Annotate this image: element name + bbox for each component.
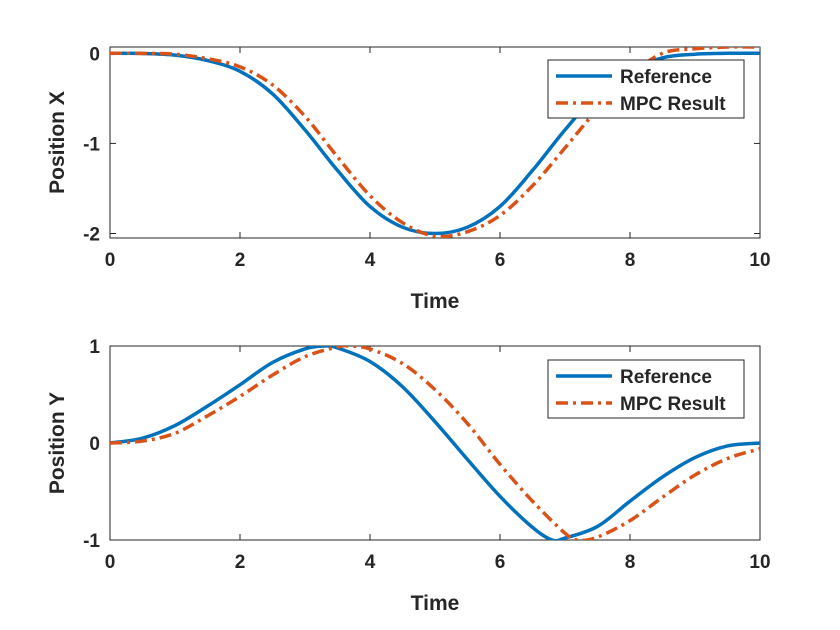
x-tick-label: 2: [235, 552, 246, 573]
legend-label: MPC Result: [620, 94, 726, 115]
legend: Reference MPC Result: [547, 59, 745, 119]
x-tick-label: 4: [365, 250, 376, 271]
legend: Reference MPC Result: [547, 359, 745, 419]
y-tick-label: -2: [83, 224, 100, 245]
x-tick-label: 8: [625, 250, 636, 271]
x-tick-label: 4: [365, 552, 376, 573]
y-axis-label: Position X: [46, 91, 69, 194]
y-tick-label: -1: [83, 134, 100, 155]
legend-label: Reference: [620, 67, 712, 88]
series-line-mpc-result: [110, 346, 760, 540]
y-tick-label: -1: [83, 531, 100, 552]
legend-box: [547, 59, 745, 119]
x-axis-label: Time: [411, 290, 460, 313]
x-tick-label: 2: [235, 250, 246, 271]
y-tick-label: 0: [89, 44, 100, 65]
x-tick-label: 10: [749, 250, 770, 271]
x-tick-label: 8: [625, 552, 636, 573]
legend-label: MPC Result: [620, 394, 726, 415]
x-tick-label: 10: [749, 552, 770, 573]
x-tick-label: 0: [105, 552, 116, 573]
y-tick-label: 0: [89, 434, 100, 455]
x-axis-label: Time: [411, 592, 460, 615]
x-tick-label: 6: [495, 250, 506, 271]
y-axis-label: Position Y: [46, 392, 69, 494]
y-tick-label: 1: [89, 337, 100, 358]
series-line-reference: [110, 346, 760, 540]
legend-box: [547, 359, 745, 419]
subplot-1: 0 2 4 6 8 10 -2 -1 0 Time Position X Reference MPC R…: [46, 44, 771, 313]
x-tick-label: 0: [105, 250, 116, 271]
legend-label: Reference: [620, 367, 712, 388]
series-line-mpc-result: [110, 47, 760, 238]
x-tick-label: 6: [495, 552, 506, 573]
